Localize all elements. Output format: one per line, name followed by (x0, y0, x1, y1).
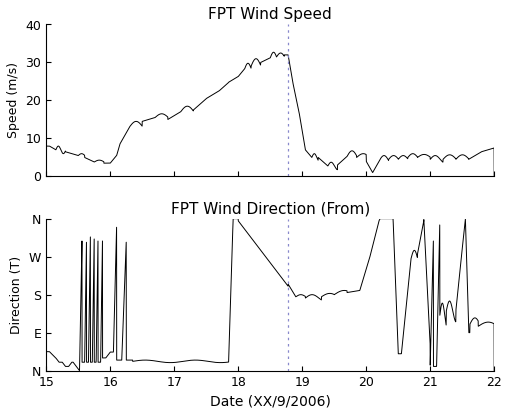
Title: FPT Wind Speed: FPT Wind Speed (208, 7, 332, 22)
Y-axis label: Speed (m/s): Speed (m/s) (7, 63, 20, 139)
X-axis label: Date (XX/9/2006): Date (XX/9/2006) (210, 394, 331, 408)
Y-axis label: Direction (T): Direction (T) (11, 256, 23, 334)
Title: FPT Wind Direction (From): FPT Wind Direction (From) (171, 201, 370, 216)
